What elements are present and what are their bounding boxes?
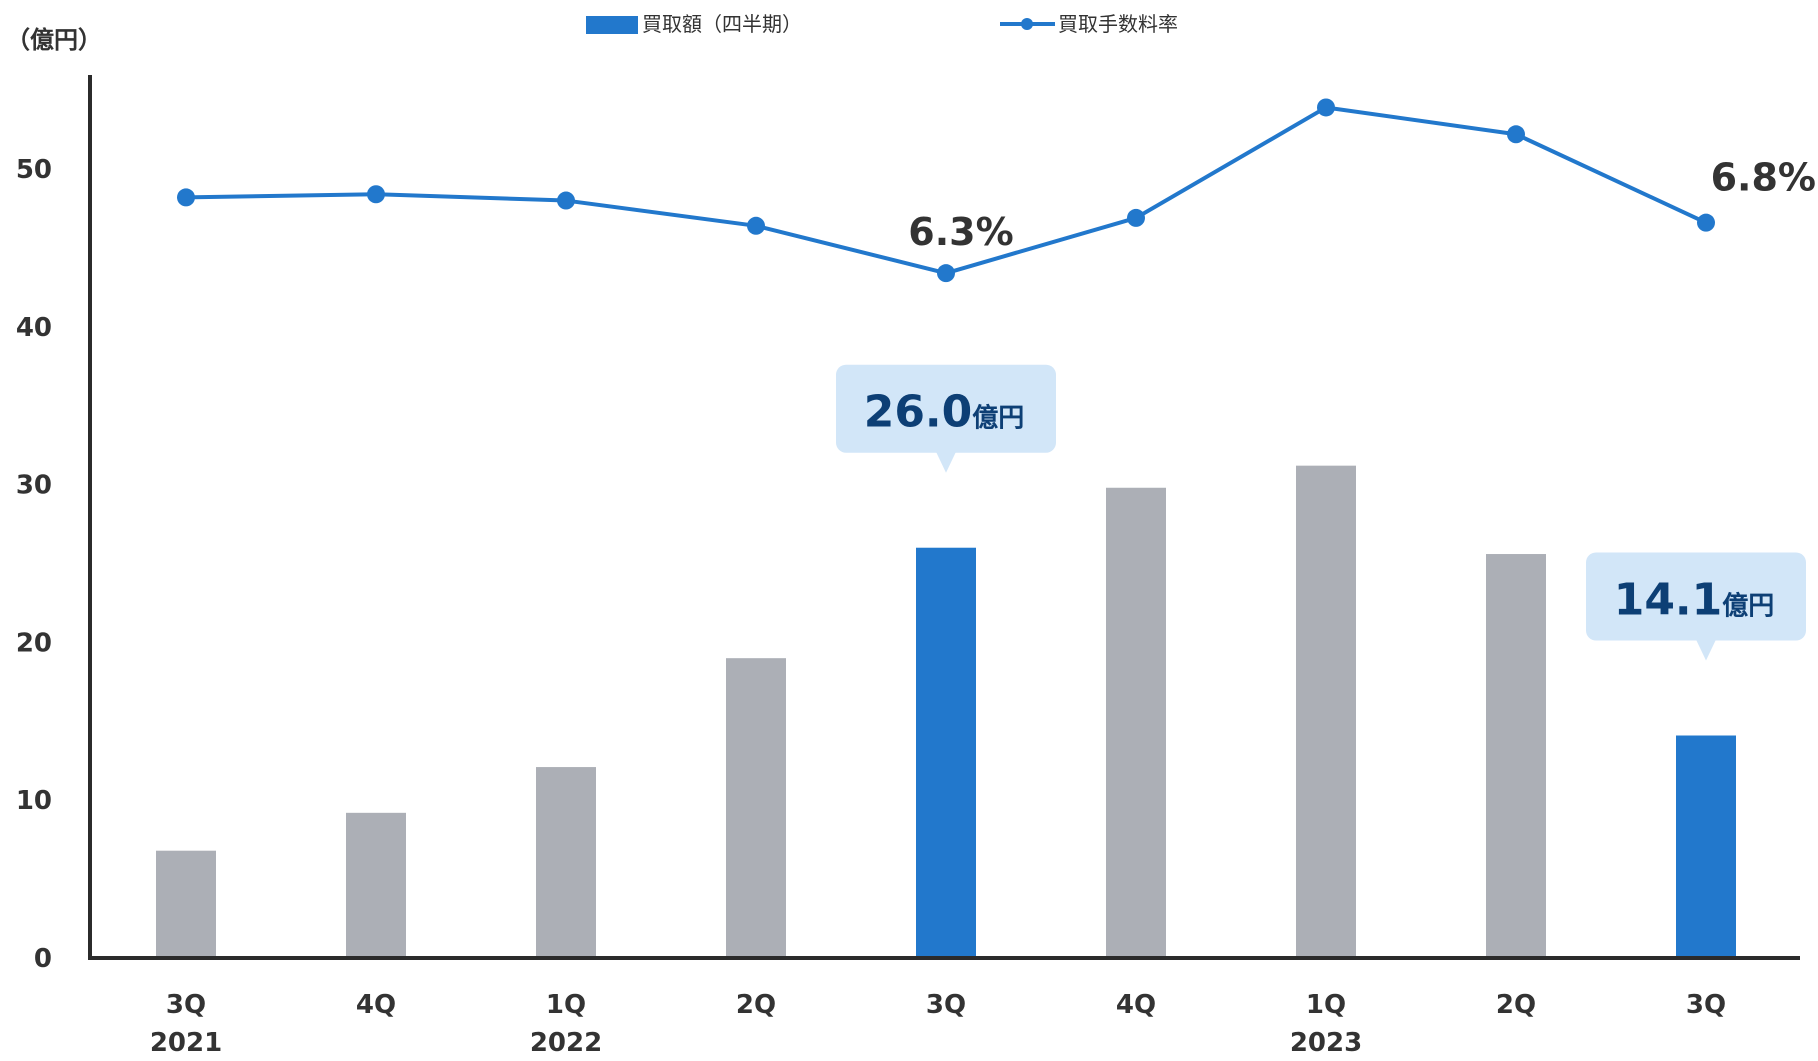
y-tick-label: 20 bbox=[16, 628, 52, 658]
callout-box bbox=[836, 364, 1056, 453]
callout-pointer bbox=[1696, 639, 1716, 661]
callout-unit: 億円 bbox=[972, 404, 1024, 434]
x-tick-year: 2022 bbox=[530, 1028, 602, 1057]
bar bbox=[916, 547, 976, 958]
legend-line-marker bbox=[1021, 18, 1033, 30]
bar bbox=[1296, 465, 1356, 958]
x-tick-quarter: 4Q bbox=[356, 990, 396, 1020]
x-tick-quarter: 3Q bbox=[1686, 990, 1726, 1020]
legend-bar-label: 買取額（四半期） bbox=[642, 12, 802, 36]
x-tick-quarter: 3Q bbox=[166, 990, 206, 1020]
bar-value-callout: 14.1億円 bbox=[1586, 552, 1806, 661]
callout-unit: 億円 bbox=[1722, 592, 1774, 622]
callout-box bbox=[1586, 552, 1806, 641]
line-point bbox=[177, 188, 195, 207]
x-tick-quarter: 3Q bbox=[926, 990, 966, 1020]
x-tick-quarter: 4Q bbox=[1116, 990, 1156, 1020]
callout-text: 26.0億円 bbox=[864, 387, 1025, 438]
bar bbox=[1106, 487, 1166, 958]
callout-pointer bbox=[936, 451, 956, 473]
line-point bbox=[1697, 213, 1715, 232]
line-point bbox=[1317, 98, 1335, 117]
callout-value: 26.0 bbox=[864, 387, 973, 438]
bar bbox=[156, 850, 216, 958]
line-point bbox=[1127, 208, 1145, 227]
line-point bbox=[937, 264, 955, 283]
legend: 買取額（四半期） 買取手数料率 bbox=[586, 12, 1178, 36]
bar bbox=[1676, 735, 1736, 958]
bar bbox=[726, 658, 786, 958]
legend-line-label: 買取手数料率 bbox=[1058, 12, 1178, 36]
x-tick-quarter: 1Q bbox=[1306, 990, 1346, 1020]
y-tick-label: 10 bbox=[16, 786, 52, 816]
y-tick-label: 50 bbox=[16, 155, 52, 185]
bar bbox=[1486, 554, 1546, 958]
x-tick-quarter: 2Q bbox=[1496, 990, 1536, 1020]
line-value-label: 6.8% bbox=[1711, 156, 1816, 200]
callout-text: 14.1億円 bbox=[1614, 575, 1775, 626]
x-tick-year: 2021 bbox=[150, 1028, 222, 1057]
line-point bbox=[1507, 125, 1525, 144]
y-tick-label: 30 bbox=[16, 471, 52, 501]
line-point bbox=[367, 185, 385, 204]
bar-value-callout: 26.0億円 bbox=[836, 364, 1056, 473]
y-tick-label: 0 bbox=[34, 944, 52, 974]
bar bbox=[536, 767, 596, 958]
y-axis-unit-label: （億円） bbox=[6, 26, 102, 54]
line-series bbox=[177, 98, 1715, 283]
axes bbox=[88, 75, 1800, 960]
line-point bbox=[557, 191, 575, 210]
legend-bar-swatch bbox=[586, 16, 638, 34]
x-tick-year: 2023 bbox=[1290, 1028, 1362, 1057]
bar bbox=[346, 812, 406, 958]
line-point bbox=[747, 216, 765, 235]
x-tick-quarter: 1Q bbox=[546, 990, 586, 1020]
callout-value: 14.1 bbox=[1614, 575, 1723, 626]
y-tick-label: 40 bbox=[16, 313, 52, 343]
x-tick-quarter: 2Q bbox=[736, 990, 776, 1020]
y-axis-ticks: 0 10 20 30 40 50 bbox=[16, 155, 52, 974]
x-axis-ticks: 3Q 2021 4Q 1Q 2022 2Q 3Q 4Q 1Q 2023 2Q 3Q bbox=[150, 990, 1726, 1058]
bar-series bbox=[156, 465, 1736, 958]
line-value-label: 6.3% bbox=[908, 210, 1013, 254]
